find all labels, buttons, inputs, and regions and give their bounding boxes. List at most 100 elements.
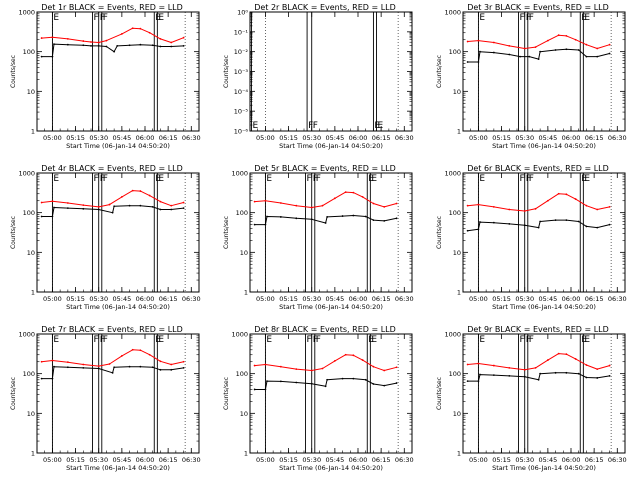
series-point-events (53, 365, 55, 368)
x-tick-label: 06:15 (372, 134, 391, 142)
series-point-lld (372, 202, 375, 205)
x-tick-label: 06:15 (159, 295, 178, 303)
series-point-lld (131, 348, 134, 351)
series-point-lld (295, 368, 298, 371)
y-tick-label: 100 (236, 209, 248, 217)
series-point-lld (159, 360, 162, 363)
series-point-lld (131, 27, 134, 30)
series-point-events (383, 220, 386, 222)
series-point-events (341, 377, 344, 380)
series-line-events (41, 366, 184, 380)
series-point-events (170, 368, 173, 371)
series-point-lld (120, 33, 123, 35)
x-axis-label: Start Time (06-Jan-14 04:50:20) (279, 142, 383, 150)
y-tick-label: 10⁻⁴ (234, 88, 249, 96)
x-tick-label: 06:00 (562, 456, 581, 464)
series-point-lld (344, 191, 347, 193)
series-point-lld (97, 41, 100, 44)
series-point-events (508, 223, 511, 225)
series-point-lld (170, 204, 173, 207)
x-tick-label: 06:15 (585, 295, 604, 303)
series-line-events (467, 372, 610, 382)
series-point-events (326, 216, 329, 218)
series-point-lld (383, 205, 386, 208)
event-marker-label: F (100, 13, 105, 23)
x-tick-label: 06:30 (608, 134, 627, 142)
y-tick-label: 1000 (444, 9, 461, 17)
y-tick-label: 1 (457, 128, 461, 136)
event-marker-label: E (581, 13, 587, 23)
panel-title: Det 4r BLACK = Events, RED = LLD (41, 164, 183, 173)
x-tick-label: 06:00 (562, 134, 581, 142)
y-tick-label: 1000 (444, 331, 461, 339)
y-tick-label: 10⁻⁵ (234, 108, 249, 116)
x-tick-label: 06:00 (349, 456, 368, 464)
series-point-lld (295, 204, 298, 207)
x-tick-label: 06:00 (349, 295, 368, 303)
series-point-lld (321, 367, 324, 370)
series-point-events (537, 378, 540, 381)
series-point-events (539, 372, 542, 375)
event-marker-label: E (584, 13, 590, 23)
x-tick-label: 05:30 (302, 295, 321, 303)
series-point-lld (477, 203, 480, 206)
series-line-lld (467, 193, 610, 212)
series-point-events (151, 366, 154, 369)
series-point-events (159, 45, 162, 48)
x-tick-label: 05:30 (89, 295, 108, 303)
series-point-events (97, 208, 100, 211)
series-point-events (90, 44, 92, 47)
panel-title: Det 8r BLACK = Events, RED = LLD (254, 325, 396, 334)
event-marker-label: F (307, 335, 312, 345)
series-point-lld (492, 41, 495, 44)
y-tick-label: 10⁻¹ (234, 28, 249, 36)
x-tick-label: 05:00 (469, 295, 488, 303)
series-point-lld (508, 366, 511, 369)
event-marker-label: F (100, 335, 105, 345)
series-point-events (113, 50, 116, 53)
event-marker-label: F (526, 174, 531, 184)
x-tick-label: 05:15 (66, 295, 85, 303)
y-tick-label: 10 (453, 410, 461, 418)
series-point-lld (139, 27, 142, 30)
x-tick-label: 05:30 (515, 134, 534, 142)
series-point-lld (608, 43, 611, 46)
x-tick-label: 06:15 (585, 134, 604, 142)
plot-frame (36, 333, 200, 454)
series-point-lld (361, 359, 364, 361)
series-point-lld (182, 360, 185, 363)
series-point-lld (477, 39, 480, 42)
x-tick-label: 05:45 (112, 456, 131, 464)
series-point-events (537, 58, 540, 60)
y-tick-label: 1000 (18, 170, 35, 178)
series-point-events (479, 221, 481, 223)
event-marker-label: E (158, 174, 164, 184)
series-point-events (264, 223, 267, 226)
y-tick-label: 10 (453, 88, 461, 96)
plot-frame (462, 172, 626, 293)
x-axis-label: Start Time (06-Jan-14 04:50:20) (492, 303, 596, 311)
series-point-events (182, 207, 185, 210)
y-tick-label: 10⁻³ (234, 68, 249, 76)
series-point-lld (508, 208, 511, 211)
x-axis-label: Start Time (06-Jan-14 04:50:20) (279, 464, 383, 472)
y-axis-label: Counts/sec (10, 55, 17, 88)
series-point-events (310, 218, 313, 221)
y-tick-label: 100 (236, 370, 248, 378)
series-point-events (596, 55, 599, 58)
series-point-lld (97, 205, 100, 208)
series-point-events (128, 44, 131, 47)
x-tick-label: 05:45 (538, 456, 557, 464)
series-point-events (372, 219, 375, 221)
series-point-lld (608, 364, 611, 367)
y-tick-label: 10⁻⁶ (234, 128, 249, 136)
x-tick-label: 05:00 (43, 456, 62, 464)
event-marker-label: F (313, 335, 318, 345)
series-point-events (554, 219, 557, 221)
series-point-events (128, 204, 131, 207)
series-point-lld (82, 363, 85, 366)
x-tick-label: 06:30 (395, 456, 414, 464)
series-point-events (295, 381, 298, 384)
panel-title: Det 3r BLACK = Events, RED = LLD (467, 3, 609, 12)
